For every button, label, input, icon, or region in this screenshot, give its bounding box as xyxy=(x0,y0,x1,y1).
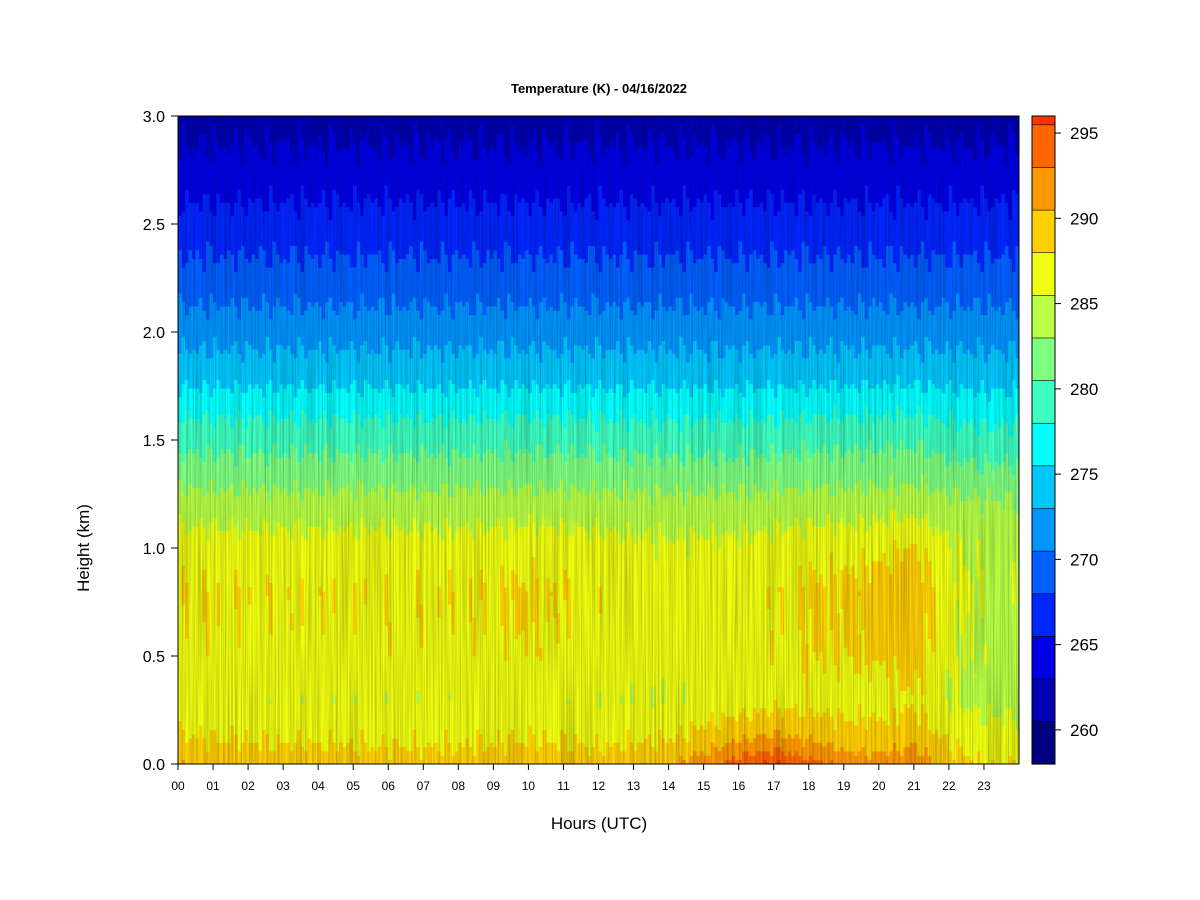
chart-title: Temperature (K) - 04/16/2022 xyxy=(511,81,687,96)
